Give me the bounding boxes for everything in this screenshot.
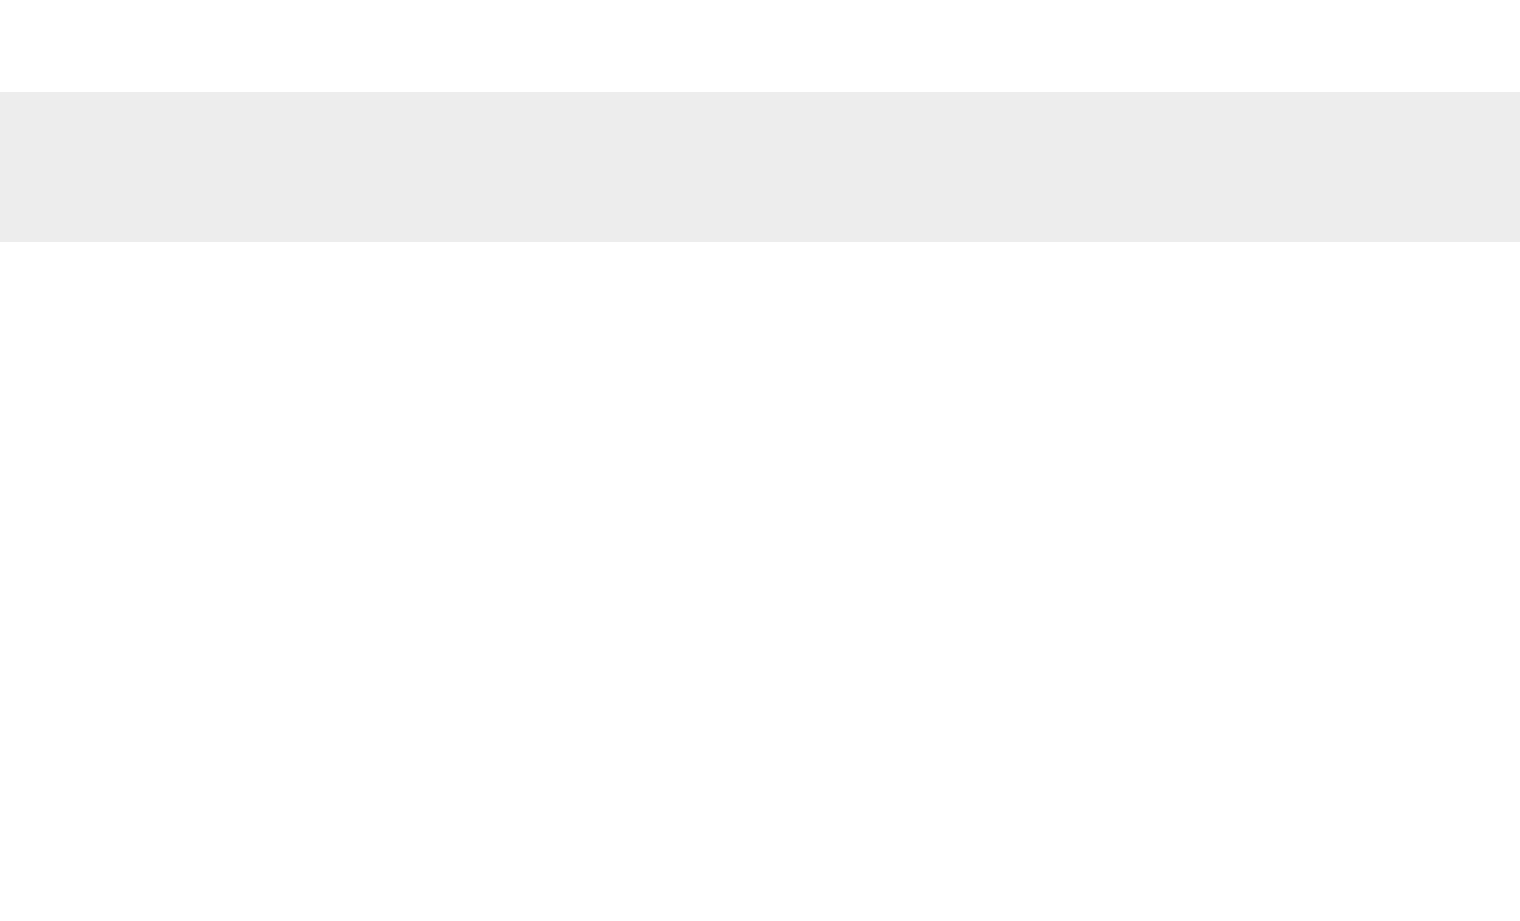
diagram-svg <box>0 92 300 242</box>
diagram-panel <box>0 92 1520 242</box>
legend-dot <box>1460 48 1484 72</box>
legend <box>0 0 1520 92</box>
